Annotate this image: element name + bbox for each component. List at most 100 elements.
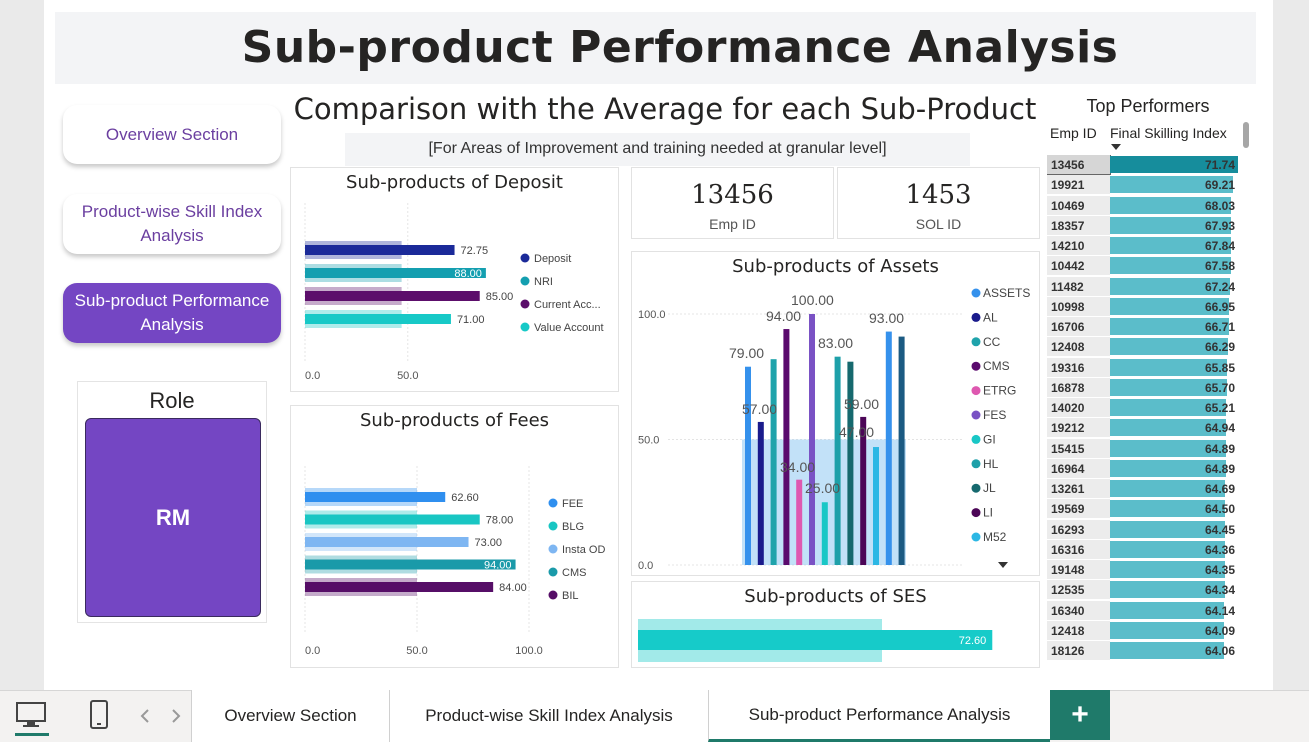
legend-marker	[971, 459, 981, 469]
legend-label: BLG	[562, 521, 584, 533]
table-row[interactable]: 19212 64.94	[1047, 418, 1241, 438]
legend-label: Current Acc...	[534, 299, 601, 311]
skill-index-bar	[1110, 257, 1231, 275]
skill-index-bar	[1110, 581, 1225, 599]
deposit-chart-title: Sub-products of Deposit	[346, 172, 563, 193]
nav-overview-button[interactable]: Overview Section	[63, 105, 281, 164]
table-row[interactable]: 19148 64.35	[1047, 560, 1241, 580]
table-row[interactable]: 19921 69.21	[1047, 175, 1241, 195]
table-row[interactable]: 13456 71.74	[1047, 155, 1241, 175]
skill-index-bar	[1110, 176, 1234, 194]
skill-index-bar	[1110, 621, 1225, 639]
tab-productwise[interactable]: Product-wise Skill Index Analysis	[389, 690, 708, 742]
skill-index-value: 64.94	[1204, 421, 1235, 436]
table-row[interactable]: 12408 66.29	[1047, 337, 1241, 357]
table-row[interactable]: 14210 67.84	[1047, 236, 1241, 256]
skill-index-value: 64.36	[1204, 542, 1235, 557]
table-row[interactable]: 10998 66.95	[1047, 296, 1241, 317]
column-bar	[757, 421, 764, 565]
skill-index-value: 65.85	[1204, 360, 1235, 375]
table-row[interactable]: 11482 67.24	[1047, 276, 1241, 297]
table-row[interactable]: 13261 64.69	[1047, 479, 1241, 499]
skill-index-bar	[1110, 399, 1227, 416]
value-bar	[305, 559, 516, 570]
table-row[interactable]: 18357 67.93	[1047, 215, 1241, 236]
tick-label: 0.0	[638, 560, 653, 572]
table-row[interactable]: 18126 64.06	[1047, 641, 1241, 661]
legend-marker	[548, 498, 558, 508]
table-row[interactable]: 16964 64.89	[1047, 458, 1241, 479]
data-label: 71.00	[457, 314, 485, 326]
mobile-view-icon[interactable]	[89, 700, 109, 730]
assets-chart-panel: Sub-products of Assets 0.0 50.0 100.0 79.00…	[631, 251, 1040, 576]
tab-subproduct[interactable]: Sub-product Performance Analysis	[708, 690, 1050, 742]
legend-label: CC	[983, 335, 1001, 349]
legend-label: ASSETS	[983, 286, 1030, 300]
value-bar	[305, 291, 480, 301]
table-row[interactable]: 12535 64.34	[1047, 580, 1241, 600]
column-bar	[770, 359, 777, 565]
table-row[interactable]: 16316 64.36	[1047, 539, 1241, 560]
title-bar	[55, 12, 1256, 84]
table-row[interactable]: 16293 64.45	[1047, 519, 1241, 540]
legend-label: NRI	[534, 276, 553, 288]
table-row[interactable]: 12418 64.09	[1047, 620, 1241, 641]
tick-label: 50.0	[406, 645, 427, 657]
sort-descending-icon[interactable]	[1111, 144, 1121, 150]
chevron-right-icon[interactable]	[170, 708, 182, 724]
skill-index-bar	[1110, 540, 1225, 558]
legend-label: Value Account	[534, 322, 604, 334]
emp-id-cell: 14020	[1047, 398, 1110, 417]
emp-id-cell: 16706	[1047, 317, 1110, 336]
legend-marker	[971, 288, 981, 298]
emp-id-cell: 12408	[1047, 337, 1110, 357]
table-row[interactable]: 16706 66.71	[1047, 317, 1241, 337]
table-row[interactable]: 19569 64.50	[1047, 499, 1241, 519]
desktop-view-icon[interactable]	[15, 700, 49, 736]
skill-index-bar	[1110, 601, 1225, 619]
tab-overview[interactable]: Overview Section	[191, 690, 389, 742]
data-label: 84.00	[499, 582, 527, 594]
value-bar	[305, 537, 469, 547]
table-row[interactable]: 14020 65.21	[1047, 398, 1241, 418]
skill-index-bar	[1110, 156, 1238, 173]
emp-id-column-header[interactable]: Emp ID	[1050, 125, 1097, 141]
skill-index-value: 64.14	[1204, 603, 1235, 618]
emp-id-cell: 18126	[1047, 641, 1110, 660]
emp-id-cell: 14210	[1047, 236, 1110, 255]
table-row[interactable]: 16878 65.70	[1047, 377, 1241, 398]
page-title: Sub-product Performance Analysis	[241, 22, 1119, 73]
nav-subproduct-button[interactable]: Sub-product Performance Analysis	[63, 283, 281, 343]
legend-marker	[971, 532, 981, 542]
role-slicer[interactable]: RM	[85, 418, 261, 617]
emp-id-cell: 16316	[1047, 539, 1110, 559]
skill-index-bar	[1110, 378, 1228, 396]
emp-id-value: 13456	[691, 180, 774, 210]
legend-label: FEE	[562, 498, 583, 510]
tick-label: 50.0	[638, 435, 659, 447]
table-row[interactable]: 16340 64.14	[1047, 600, 1241, 621]
skill-index-bar	[1110, 318, 1230, 335]
add-page-button[interactable]: +	[1050, 690, 1110, 740]
skill-index-bar	[1110, 439, 1226, 457]
skill-index-value: 64.06	[1204, 644, 1235, 658]
table-row[interactable]: 10442 67.58	[1047, 256, 1241, 276]
nav-productwise-button[interactable]: Product-wise Skill Index Analysis	[63, 194, 281, 254]
emp-id-cell: 13456	[1047, 155, 1111, 175]
deposit-chart-panel: Sub-products of Deposit 0.0 50.0 72.75 Depo…	[290, 167, 619, 392]
table-row[interactable]: 10469 68.03	[1047, 195, 1241, 216]
emp-id-card: 13456 Emp ID	[631, 167, 834, 239]
skill-index-column-header[interactable]: Final Skilling Index	[1110, 125, 1227, 141]
table-scrollbar[interactable]	[1243, 122, 1249, 148]
chevron-left-icon[interactable]	[139, 708, 151, 724]
tick-label: 100.0	[638, 309, 666, 321]
data-label: 85.00	[486, 291, 514, 303]
skill-index-value: 64.35	[1204, 563, 1235, 577]
column-bar	[860, 416, 867, 565]
value-bar	[305, 314, 451, 324]
table-row[interactable]: 15415 64.89	[1047, 438, 1241, 459]
assets-chart: 0.0 50.0 100.0 79.00 57.00 94.00 34.00 100.00 25…	[638, 286, 1030, 572]
skill-index-value: 64.69	[1204, 482, 1235, 496]
table-row[interactable]: 19316 65.85	[1047, 357, 1241, 378]
emp-id-cell: 18357	[1047, 215, 1110, 235]
